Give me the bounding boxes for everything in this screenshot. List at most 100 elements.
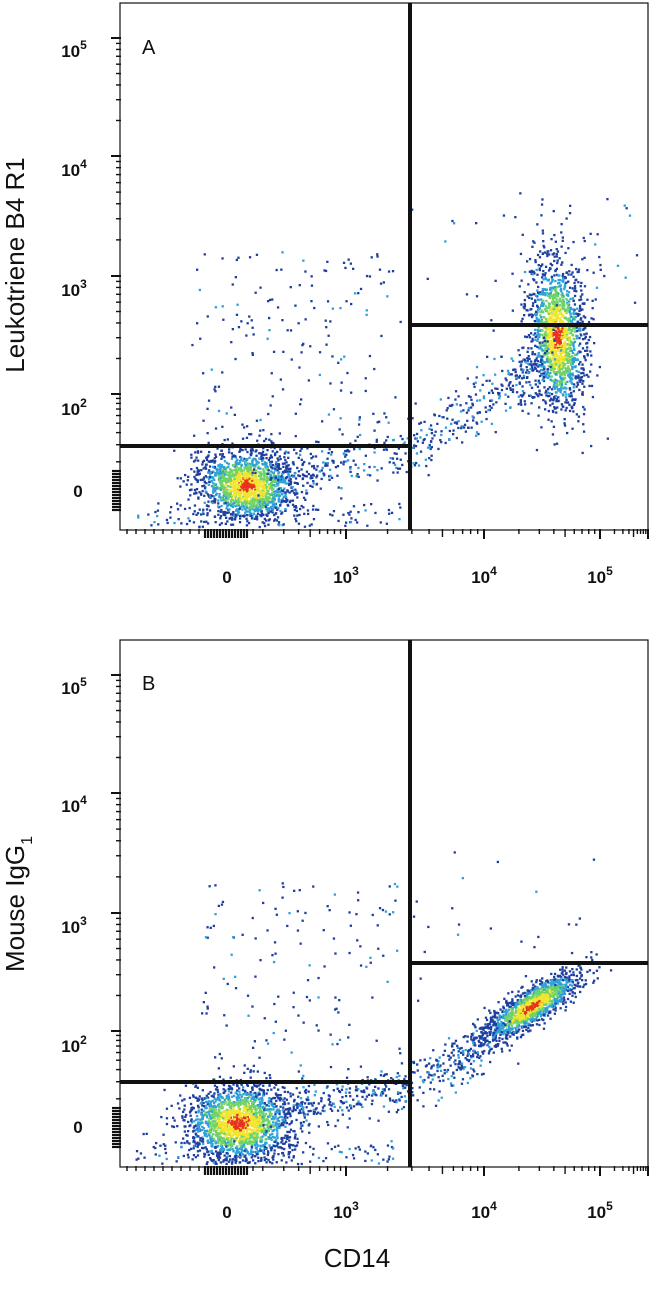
event-dot bbox=[559, 317, 562, 320]
event-dot bbox=[246, 510, 249, 513]
event-dot bbox=[237, 326, 241, 329]
event-dot bbox=[598, 365, 601, 369]
event-dot bbox=[551, 346, 555, 349]
event-dot bbox=[246, 501, 249, 504]
event-dot bbox=[430, 446, 433, 449]
event-dot bbox=[534, 344, 537, 347]
event-dot bbox=[550, 336, 554, 339]
event-dot bbox=[538, 268, 541, 272]
event-dot bbox=[373, 367, 376, 371]
x-tick-label-0: 0 bbox=[222, 568, 231, 587]
event-dot bbox=[573, 383, 576, 386]
event-dot bbox=[242, 497, 245, 500]
event-dot bbox=[526, 362, 530, 365]
event-dot bbox=[328, 478, 331, 481]
event-dot bbox=[263, 501, 266, 504]
event-dot bbox=[311, 485, 314, 488]
event-dot bbox=[286, 329, 289, 332]
event-dot bbox=[266, 1117, 269, 1121]
y-tick-label-1e5: 105 bbox=[61, 38, 87, 61]
event-dot bbox=[551, 348, 554, 351]
event-dot bbox=[241, 501, 244, 505]
event-dot bbox=[255, 486, 258, 489]
event-dot bbox=[252, 468, 256, 471]
event-dot bbox=[243, 484, 246, 487]
event-dot bbox=[584, 326, 587, 330]
event-dot bbox=[603, 274, 606, 278]
event-dot bbox=[292, 463, 295, 466]
event-dot bbox=[543, 308, 546, 311]
event-dot bbox=[324, 269, 328, 273]
event-dot bbox=[415, 432, 419, 436]
event-dot bbox=[294, 488, 297, 491]
event-dot bbox=[430, 431, 434, 435]
event-dot bbox=[244, 501, 247, 504]
event-dot bbox=[571, 398, 575, 401]
event-dot bbox=[342, 261, 346, 264]
event-dot bbox=[550, 238, 553, 241]
event-dot bbox=[538, 329, 541, 332]
event-dot bbox=[355, 475, 358, 478]
event-dot bbox=[520, 403, 523, 406]
event-dot bbox=[236, 503, 239, 506]
event-dot bbox=[567, 368, 570, 371]
event-dot bbox=[198, 491, 201, 494]
event-dot bbox=[259, 467, 262, 470]
event-dot bbox=[279, 378, 282, 381]
y-tick-label-1e2: 102 bbox=[61, 396, 87, 419]
event-dot bbox=[550, 277, 554, 280]
event-dot bbox=[442, 416, 445, 419]
event-dot bbox=[263, 439, 266, 443]
event-dot bbox=[567, 294, 570, 297]
event-dot bbox=[280, 512, 283, 515]
event-dot bbox=[568, 395, 571, 398]
event-dot bbox=[380, 467, 383, 470]
event-dot bbox=[568, 311, 571, 314]
event-dot bbox=[492, 329, 495, 332]
event-dot bbox=[201, 463, 204, 466]
event-dot bbox=[187, 498, 190, 501]
event-dot bbox=[549, 345, 552, 348]
event-dot bbox=[554, 279, 557, 283]
event-dot bbox=[558, 383, 561, 386]
event-dot bbox=[560, 367, 564, 370]
event-dot bbox=[549, 404, 552, 407]
event-dot bbox=[221, 480, 224, 483]
event-dot bbox=[221, 453, 224, 456]
event-dot bbox=[242, 492, 245, 495]
event-dot bbox=[565, 297, 568, 301]
event-dot bbox=[232, 511, 235, 514]
event-dot bbox=[246, 473, 249, 476]
event-dot bbox=[569, 363, 573, 366]
event-dot bbox=[396, 467, 400, 470]
event-dot bbox=[236, 1133, 239, 1137]
event-dot bbox=[524, 403, 527, 406]
event-dot bbox=[212, 1152, 215, 1155]
event-dot bbox=[540, 316, 543, 319]
event-dot bbox=[196, 268, 199, 271]
event-dot bbox=[254, 459, 258, 462]
event-dot bbox=[593, 342, 596, 345]
event-dot bbox=[534, 328, 537, 331]
event-dot bbox=[553, 349, 556, 352]
event-dot bbox=[562, 371, 565, 374]
event-dot bbox=[564, 344, 567, 347]
event-dot bbox=[544, 272, 547, 275]
event-dot bbox=[236, 1103, 240, 1106]
event-dot bbox=[259, 493, 263, 496]
event-dot bbox=[269, 1123, 272, 1127]
event-dot bbox=[217, 1112, 220, 1115]
event-dot bbox=[212, 495, 215, 498]
event-dot bbox=[198, 288, 201, 292]
event-dot bbox=[529, 367, 532, 371]
event-dot bbox=[555, 291, 558, 294]
event-dot bbox=[555, 248, 558, 251]
event-dot bbox=[553, 354, 556, 357]
event-dot bbox=[270, 474, 273, 477]
event-dot bbox=[584, 316, 587, 319]
event-dot bbox=[204, 475, 207, 478]
event-dot bbox=[317, 440, 320, 444]
event-dot bbox=[256, 471, 259, 474]
event-dot bbox=[547, 292, 551, 295]
event-dot bbox=[237, 467, 240, 470]
